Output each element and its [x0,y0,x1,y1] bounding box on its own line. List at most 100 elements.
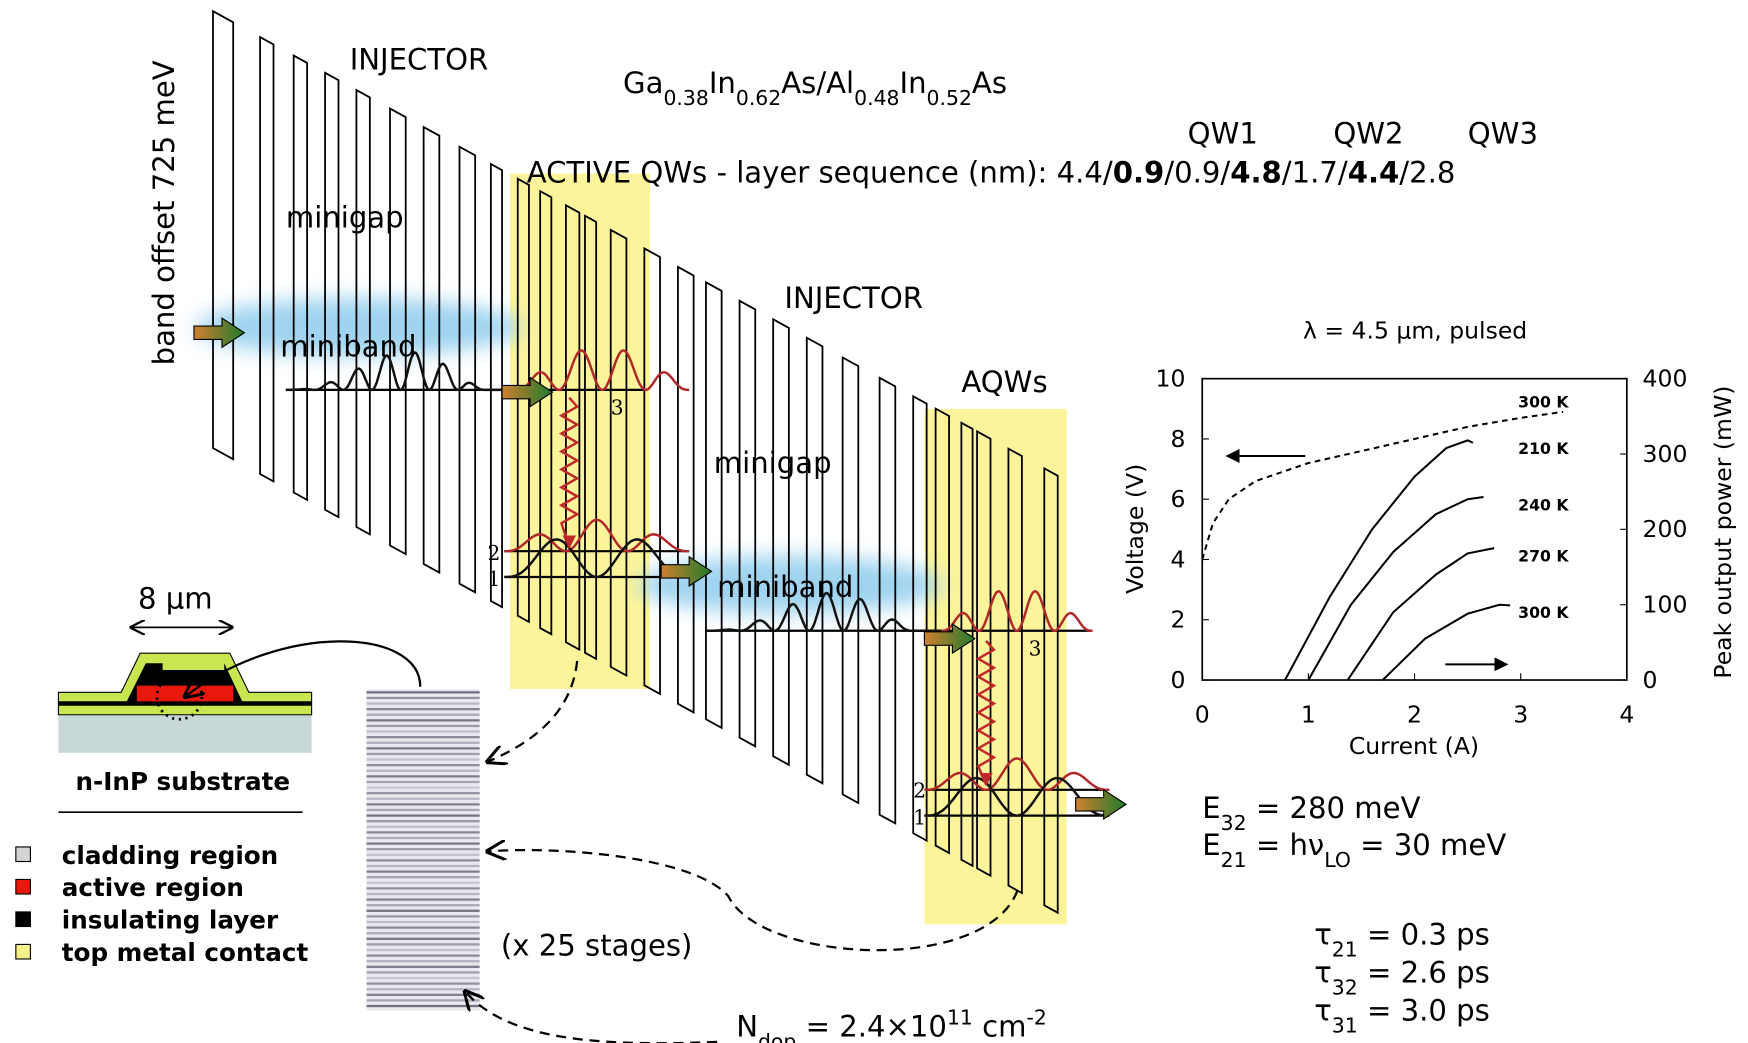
stack-stripe [366,736,480,739]
stack-stripe [366,752,480,756]
text-segment: = 3.0 ps [1358,994,1490,1028]
active-layer [136,685,234,702]
text-segment: 4.8 [1230,156,1282,190]
text-segment: 4.4 [1348,156,1400,190]
text-segment: cm [973,1009,1027,1043]
stack-stripe [366,808,480,812]
qw-label: QW1 [1188,116,1258,150]
stack-stripe [366,870,480,873]
legend-label: cladding region [62,841,278,870]
series-label: 300 K [1518,603,1569,622]
text-segment: 21 [1332,937,1358,961]
barrier [565,203,581,652]
wavefunction [705,591,947,633]
photon-arrow [558,396,580,548]
injector-label: INJECTOR [784,281,923,315]
level-label: 2 [487,541,500,565]
barrier [912,394,928,843]
text-segment: E [1202,828,1220,862]
rich-text: τ21 = 0.3 ps [1314,917,1490,961]
barrier [976,429,992,878]
stack-stripe [366,965,480,968]
wavefunction [941,590,1093,632]
stack-stripe [366,881,480,884]
y2-axis-label: Peak output power (mW) [1709,386,1737,679]
stack-stripe [366,820,480,823]
stack-stripe [366,948,480,952]
stack-stripe [366,803,480,806]
text-segment: τ [1314,994,1332,1028]
barrier [609,228,628,678]
legend-label: top metal contact [62,938,309,967]
stack-stripe [366,937,480,940]
text-segment: τ [1314,956,1332,990]
rich-text: Ga0.38In0.62As/Al0.48In0.52As [623,66,1007,110]
stack-stripe [366,758,480,761]
rich-text: τ32 = 2.6 ps [1314,956,1490,1000]
stack-stripe [366,691,480,694]
text-segment: 0.52 [927,86,972,110]
transport-arrow [660,555,713,587]
level-label: 1 [913,806,926,830]
stack-stripe [366,988,480,991]
substrate [58,712,312,753]
photon-arrow [975,640,997,785]
barrier [389,107,407,556]
stack-stripe [366,999,480,1002]
rich-text: τ31 = 3.0 ps [1314,994,1490,1038]
wavefunction [285,351,516,392]
stack-stripe [366,825,480,828]
rich-text: ACTIVE QWs - layer sequence (nm): 4.4/0.… [527,156,1456,190]
barrier [458,145,477,594]
transport-arrow [501,376,554,408]
text-segment: /0.9/ [1164,156,1230,190]
chart-title: λ = 4.5 μm, pulsed [1303,316,1527,344]
text-segment: = 2.6 ps [1358,956,1490,990]
active-region-highlight [924,408,1067,925]
text-segment: 0.62 [736,86,781,110]
series-line [1382,603,1511,681]
stack-stripe [366,943,480,946]
barrier [355,88,371,536]
stack-stripe [366,859,480,862]
level-label: 1 [487,567,500,591]
stack-stripe [366,696,480,700]
wavefunction [924,757,1110,792]
wavefunction [924,776,1110,817]
rich-text: E32 = 280 meV [1202,791,1420,835]
wavefunction [504,538,690,579]
wavefunction [504,518,690,553]
stack-stripe [366,831,480,834]
barrier [677,265,695,714]
series-label: 240 K [1518,495,1569,514]
barrier [705,280,723,730]
stack-stripe [366,1004,480,1008]
photon-arrow-head [562,535,576,549]
stack-stripe [366,853,480,856]
miniband-label: miniband [717,570,853,604]
stack-stripe [366,719,480,722]
legend-swatch [15,943,31,960]
stack-stripe [366,741,480,744]
minigap-label: minigap [714,446,832,480]
text-segment: As [972,66,1007,100]
wavefunction [515,349,690,392]
text-segment: 21 [1221,848,1247,872]
barrier [516,177,530,624]
text-segment: 0.9 [1113,156,1165,190]
y2-tick-label: 0 [1643,666,1658,694]
text-segment: E [1202,791,1220,825]
stack-stripe [366,708,480,711]
text-segment: 32 [1332,976,1358,1000]
series-line [1307,495,1484,681]
band-structure [57,9,1128,1043]
stack-stripe [366,976,480,980]
text-segment: dop [758,1029,796,1043]
text-segment: Ga [623,66,663,100]
x-tick-label: 0 [1195,701,1210,729]
text-segment: = 30 meV [1351,828,1506,862]
transport-arrow [923,622,976,655]
text-segment: -2 [1027,1005,1047,1029]
legend-label: active region [62,873,244,902]
